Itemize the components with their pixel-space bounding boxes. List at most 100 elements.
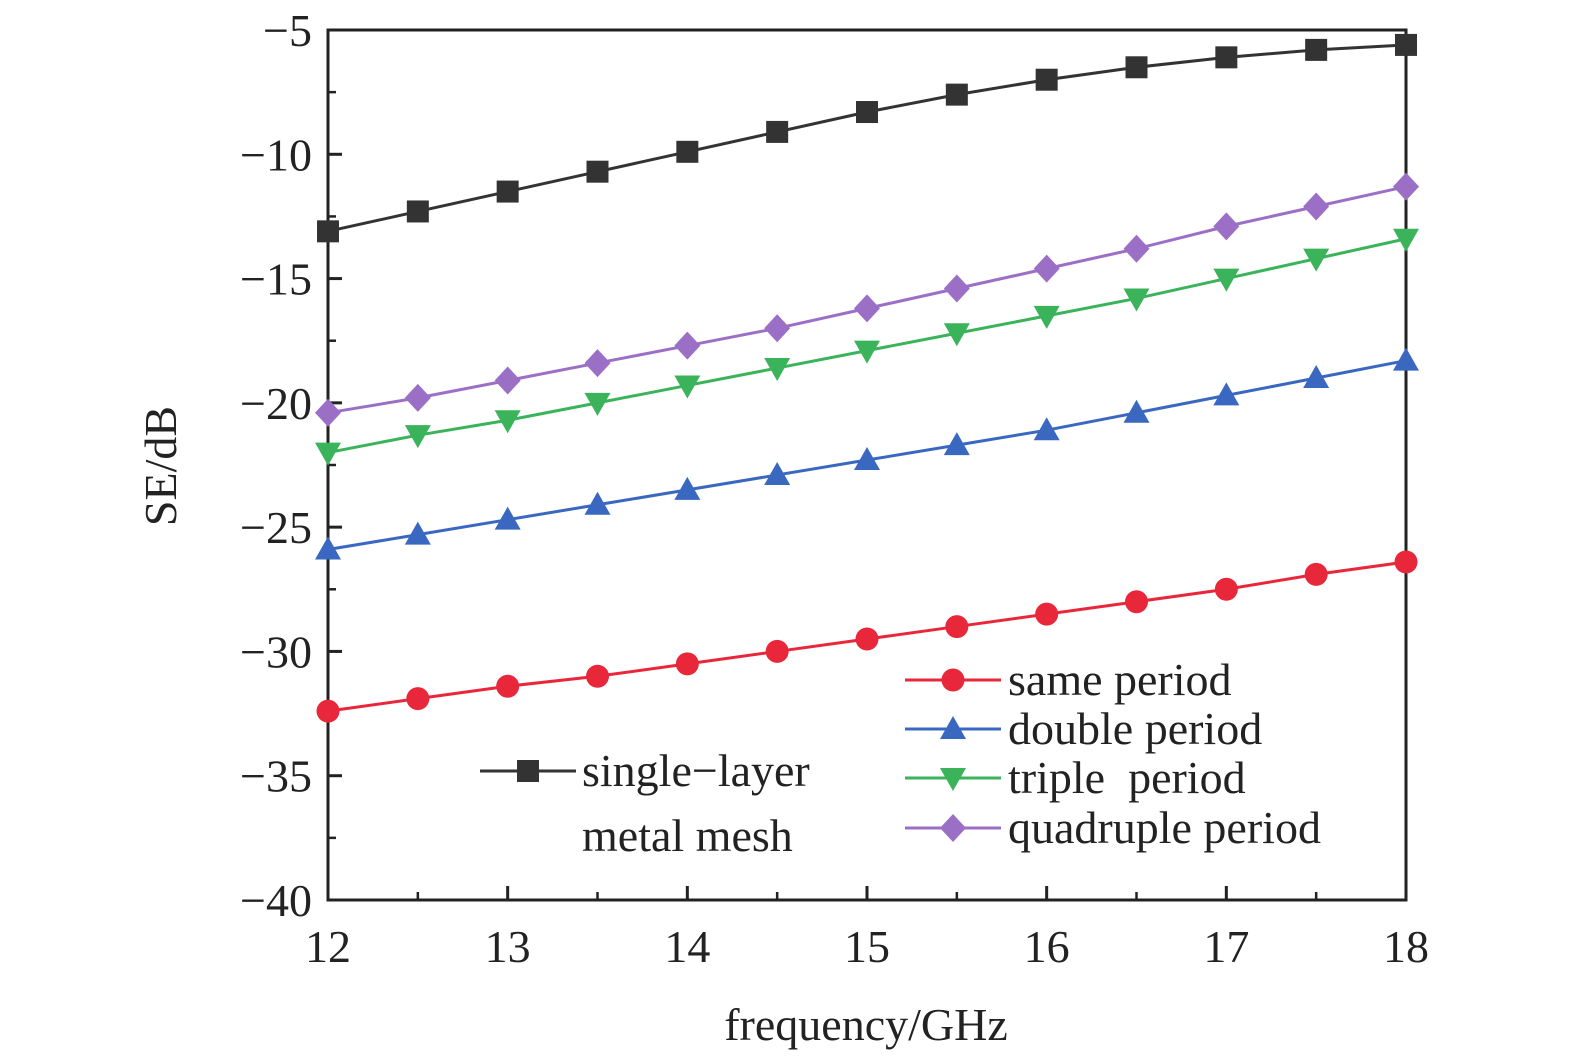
series-layer	[315, 33, 1419, 723]
legend-marker	[517, 760, 539, 782]
data-point	[1305, 38, 1328, 61]
x-tick-label: 12	[305, 921, 351, 972]
y-tick-label: −30	[240, 626, 312, 677]
x-tick-label: 15	[844, 921, 890, 972]
series-line	[327, 43, 1407, 233]
data-point	[854, 340, 880, 364]
data-point	[676, 140, 699, 163]
y-tick-label: −20	[240, 378, 312, 429]
data-point	[1215, 46, 1238, 69]
legend-label: triple period	[1008, 752, 1246, 803]
legend-item-single-layer: single−layer metal mesh	[480, 745, 810, 861]
legend-item: same period	[905, 654, 1232, 705]
data-point	[404, 521, 431, 545]
data-point	[584, 392, 611, 416]
x-axis-title: frequency/GHz	[724, 999, 1008, 1050]
data-point	[494, 410, 521, 434]
series-triangle-down	[315, 228, 1419, 466]
data-point	[1123, 399, 1150, 423]
legend-item: quadruple period	[905, 802, 1321, 853]
data-point	[854, 294, 880, 323]
data-point	[317, 220, 339, 243]
series-square	[317, 33, 1417, 243]
data-point	[496, 674, 520, 698]
data-point	[586, 664, 609, 688]
data-point	[1395, 33, 1417, 56]
legend-item: double period	[905, 703, 1262, 754]
data-point	[1393, 347, 1419, 371]
legend-label: quadruple period	[1008, 802, 1321, 853]
y-tick-label: −15	[240, 254, 312, 305]
data-point	[584, 349, 611, 378]
series-circle	[316, 550, 1418, 723]
series-triangle-up	[315, 347, 1419, 560]
data-point	[943, 432, 970, 456]
x-tick-label: 14	[664, 921, 710, 972]
data-point	[1125, 56, 1148, 79]
data-point	[315, 442, 341, 466]
data-point	[1123, 288, 1150, 312]
data-point	[674, 331, 701, 360]
series-diamond	[315, 172, 1419, 427]
data-point	[316, 699, 340, 723]
y-tick-label: −40	[240, 875, 312, 926]
data-point	[1213, 268, 1240, 292]
data-point	[1035, 68, 1058, 91]
data-point	[1213, 382, 1240, 406]
legend-marker	[941, 668, 965, 692]
x-tick-label: 13	[485, 921, 531, 972]
x-tick-label: 18	[1383, 921, 1429, 972]
data-point	[855, 627, 879, 651]
data-point	[1123, 234, 1150, 263]
data-point	[315, 398, 341, 427]
data-point	[584, 491, 611, 515]
data-point	[765, 639, 789, 663]
data-point	[1214, 577, 1238, 601]
data-point	[854, 447, 880, 471]
data-point	[586, 160, 609, 183]
data-point	[1303, 365, 1330, 388]
data-point	[856, 101, 878, 124]
y-axis-title: SE/dB	[135, 406, 186, 526]
data-point	[766, 120, 789, 143]
legend-label: single−layer	[582, 745, 810, 796]
legend-label: double period	[1008, 703, 1262, 754]
data-point	[494, 366, 521, 395]
legend-marker	[940, 716, 966, 739]
y-tick-label: −5	[263, 5, 312, 56]
data-point	[1304, 562, 1328, 586]
data-point	[945, 615, 969, 639]
data-point	[496, 180, 519, 203]
data-point	[406, 200, 429, 223]
data-point	[404, 425, 431, 449]
data-point	[1033, 254, 1060, 283]
data-point	[1213, 212, 1240, 241]
data-point	[1394, 550, 1418, 574]
y-tick-label: −25	[240, 502, 312, 553]
legend-marker	[940, 814, 966, 842]
legend: single−layer metal mesh same perioddouble …	[480, 654, 1321, 861]
axes: 12 13 14 15 16 17 18 −5 −10 −15 −20 −25 −30 −35 −40	[240, 5, 1429, 972]
data-point	[1035, 602, 1059, 626]
data-point	[1393, 172, 1419, 201]
data-point	[1125, 590, 1148, 614]
data-point	[764, 314, 791, 343]
data-point	[406, 687, 430, 711]
data-point	[404, 383, 431, 412]
data-point	[943, 274, 970, 303]
data-point	[1033, 305, 1060, 329]
legend-label: same period	[1008, 654, 1232, 705]
y-tick-label: −10	[240, 129, 312, 180]
data-point	[764, 358, 791, 382]
data-point	[1303, 192, 1330, 221]
data-point	[1303, 248, 1330, 272]
y-tick-label: −35	[240, 751, 312, 802]
x-tick-label: 17	[1203, 921, 1249, 972]
data-point	[943, 323, 970, 347]
data-point	[494, 506, 521, 530]
data-point	[674, 375, 701, 399]
legend-item: triple period	[905, 752, 1246, 803]
data-point	[1393, 228, 1419, 252]
data-point	[1033, 417, 1060, 441]
